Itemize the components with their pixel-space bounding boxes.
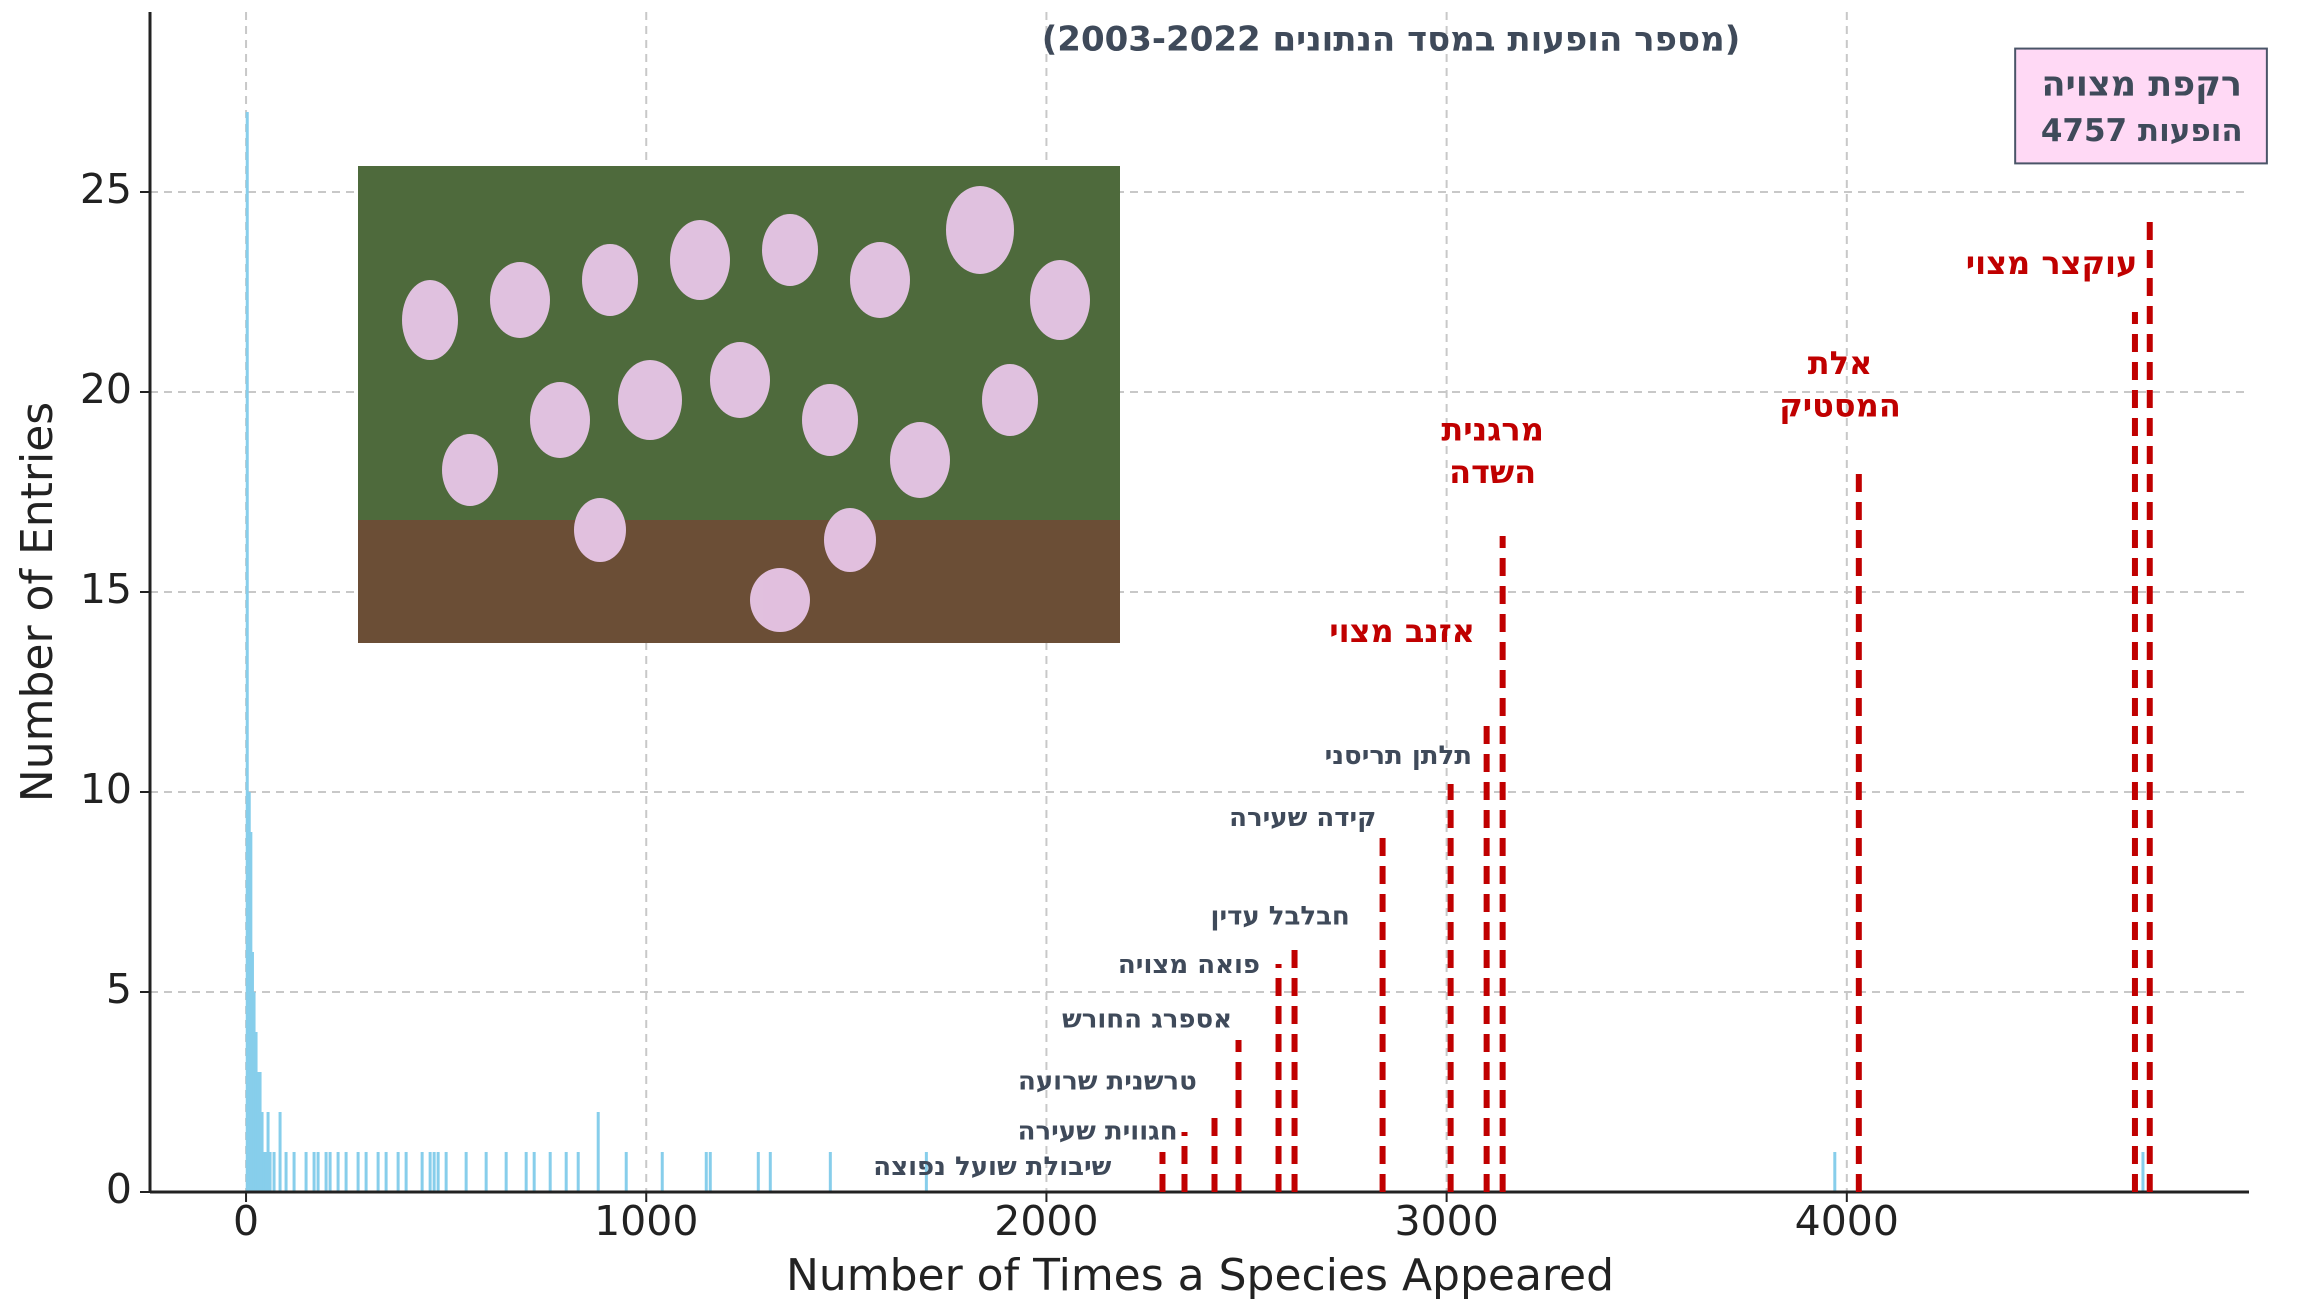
bar: [464, 1152, 468, 1192]
bar: [436, 1152, 440, 1192]
bar: [660, 1152, 664, 1192]
bar: [504, 1152, 508, 1192]
bar: [420, 1152, 424, 1192]
bar: [404, 1152, 408, 1192]
bar: [324, 1152, 328, 1192]
y-axis-label: Number of Entries: [12, 402, 63, 802]
bar: [576, 1152, 580, 1192]
bar: [328, 1152, 332, 1192]
bar: [356, 1152, 360, 1192]
y-tick-label: 0: [106, 1165, 132, 1213]
bar: [2141, 1152, 2145, 1192]
bar: [344, 1152, 348, 1192]
bar: [828, 1152, 832, 1192]
y-tick-label: 15: [80, 565, 132, 613]
bar: [252, 992, 256, 1192]
bar: [262, 1152, 266, 1192]
annotation-label: השדה: [1449, 453, 1536, 491]
bar: [624, 1152, 628, 1192]
annotation-label: שיבולת שועל נפוצה: [873, 1152, 1111, 1182]
bar: [316, 1152, 320, 1192]
bar: [396, 1152, 400, 1192]
annotation-label: עוקצר מצוי: [1966, 244, 2138, 282]
bar: [336, 1152, 340, 1192]
bar: [484, 1152, 488, 1192]
bar: [564, 1152, 568, 1192]
y-tick-label: 10: [80, 765, 132, 813]
annotation-label: 4757 הופעות: [2041, 113, 2243, 149]
annotation-label: חבלבל עדין: [1211, 902, 1350, 932]
x-tick-label: 0: [233, 1197, 259, 1245]
bar: [524, 1152, 528, 1192]
bar: [312, 1152, 316, 1192]
bar: [364, 1152, 368, 1192]
bar: [304, 1152, 308, 1192]
annotation-label: פואה מצויה: [1118, 950, 1260, 980]
annotation-label: מרגנית: [1441, 410, 1544, 448]
bar: [260, 1112, 264, 1192]
bar: [278, 1112, 282, 1192]
annotation-label: קידה שעירה: [1229, 803, 1376, 833]
bar: [428, 1152, 432, 1192]
annotation-label: אלת: [1808, 344, 1873, 382]
bar: [254, 1032, 258, 1192]
bar: [247, 792, 251, 1192]
chart-title: (מספר הופעות במסד הנתונים 2003-2022): [1042, 20, 1740, 60]
bar: [444, 1152, 448, 1192]
bar: [384, 1152, 388, 1192]
bar: [249, 832, 253, 1192]
bar: [256, 1072, 260, 1192]
bar: [284, 1152, 288, 1192]
bar: [704, 1152, 708, 1192]
y-tick-label: 20: [80, 365, 132, 413]
bar: [1833, 1152, 1837, 1192]
annotation-label: רקפת מצויה: [2042, 64, 2243, 104]
annotation-label: המסטיק: [1779, 387, 1901, 425]
annotation-label: חגווית שעירה: [1018, 1116, 1178, 1146]
bar: [264, 1152, 268, 1192]
bar: [376, 1152, 380, 1192]
bar: [258, 1072, 262, 1192]
x-tick-label: 4000: [1795, 1197, 1899, 1245]
bar: [268, 1152, 272, 1192]
bar: [266, 1112, 270, 1192]
bar: [768, 1152, 772, 1192]
bar: [272, 1152, 276, 1192]
bar: [532, 1152, 536, 1192]
x-tick-label: 3000: [1394, 1197, 1498, 1245]
bar: [924, 1152, 928, 1192]
x-axis-label: Number of Times a Species Appeared: [786, 1250, 1614, 1301]
y-tick-label: 5: [106, 965, 132, 1013]
annotation-label: אספרג החורש: [1062, 1005, 1232, 1035]
bar: [250, 952, 254, 1192]
annotation-box: [2014, 47, 2268, 165]
bar: [245, 112, 249, 1192]
annotation-label: תלתן תריסני: [1325, 741, 1472, 771]
bar: [596, 1112, 600, 1192]
bar: [548, 1152, 552, 1192]
bar: [708, 1152, 712, 1192]
bar: [432, 1152, 436, 1192]
x-tick-label: 2000: [994, 1197, 1098, 1245]
bar: [756, 1152, 760, 1192]
x-tick-label: 1000: [594, 1197, 698, 1245]
annotation-label: אזנב מצוי: [1329, 612, 1475, 650]
annotation-label: טרשנית שרועה: [1018, 1066, 1197, 1096]
y-tick-label: 25: [80, 165, 132, 213]
bar: [292, 1152, 296, 1192]
photo: [358, 166, 1120, 643]
